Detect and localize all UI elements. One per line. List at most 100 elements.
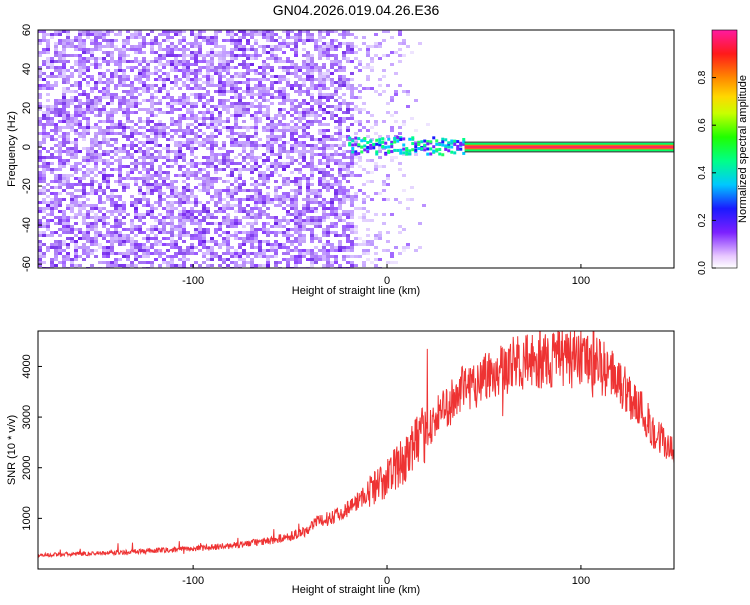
spectrogram-cell bbox=[118, 165, 122, 168]
spectrogram-cell bbox=[102, 87, 106, 90]
spectrogram-cell bbox=[166, 30, 170, 33]
spectrogram-cell bbox=[98, 195, 102, 198]
spectrogram-cell bbox=[274, 198, 278, 201]
spectrogram-cell bbox=[250, 168, 254, 171]
signal-onset-cell bbox=[363, 138, 367, 142]
spectrogram-cell bbox=[378, 42, 382, 45]
spectrogram-cell bbox=[322, 162, 326, 165]
spectrogram-cell bbox=[326, 111, 330, 114]
spectrogram-cell bbox=[142, 72, 146, 75]
spectrogram-cell bbox=[282, 195, 286, 198]
spectrogram-cell bbox=[242, 126, 246, 129]
spectrogram-cell bbox=[282, 141, 286, 144]
spectrogram-cell bbox=[266, 192, 270, 195]
spectrogram-cell bbox=[90, 105, 94, 108]
spectrogram-cell bbox=[102, 237, 106, 240]
spectrogram-cell bbox=[150, 162, 154, 165]
spectrogram-cell bbox=[110, 102, 114, 105]
spectrogram-cell bbox=[342, 33, 346, 36]
spectrogram-cell bbox=[190, 78, 194, 81]
spectrogram-cell bbox=[190, 108, 194, 111]
spectrogram-cell bbox=[142, 126, 146, 129]
spectrogram-cell bbox=[114, 210, 118, 213]
spectrogram-cell bbox=[310, 96, 314, 99]
spectrogram-cell bbox=[106, 132, 110, 135]
spectrogram-cell bbox=[266, 201, 270, 204]
spectrogram-cell bbox=[54, 168, 58, 171]
spectrogram-cell bbox=[274, 246, 278, 249]
y-tick-label: 20 bbox=[21, 102, 33, 114]
spectrogram-cell bbox=[78, 207, 82, 210]
spectrogram-cell bbox=[42, 36, 46, 39]
spectrogram-cell bbox=[262, 210, 266, 213]
spectrogram-cell bbox=[50, 180, 54, 183]
spectrogram-cell bbox=[222, 219, 226, 222]
spectrogram-cell bbox=[98, 96, 102, 99]
spectrogram-cell bbox=[306, 135, 310, 138]
spectrogram-cell bbox=[206, 126, 210, 129]
spectrogram-cell bbox=[42, 210, 46, 213]
signal-onset-cell bbox=[390, 150, 394, 154]
spectrogram-cell bbox=[326, 225, 330, 228]
spectrogram-cell bbox=[158, 252, 162, 255]
spectrogram-cell bbox=[310, 192, 314, 195]
spectrogram-cell bbox=[250, 102, 254, 105]
spectrogram-cell bbox=[398, 252, 402, 255]
spectrogram-cell bbox=[282, 162, 286, 165]
spectrogram-cell bbox=[170, 216, 174, 219]
spectrogram-cell bbox=[202, 144, 206, 147]
spectrogram-cell bbox=[238, 111, 242, 114]
spectrogram-cell bbox=[326, 69, 330, 72]
spectrogram-cell bbox=[298, 186, 302, 189]
spectrogram-cell bbox=[286, 123, 290, 126]
signal-onset-cell bbox=[351, 143, 355, 147]
spectrogram-cell bbox=[158, 132, 162, 135]
spectrogram-cell bbox=[210, 135, 214, 138]
spectrogram-cell bbox=[306, 180, 310, 183]
spectrogram-cell bbox=[266, 123, 270, 126]
spectrogram-cell bbox=[270, 39, 274, 42]
spectrogram-cell bbox=[310, 54, 314, 57]
spectrogram-cell bbox=[226, 81, 230, 84]
spectrogram-cell bbox=[166, 48, 170, 51]
spectrogram-cell bbox=[342, 225, 346, 228]
spectrogram-cell bbox=[58, 249, 62, 252]
spectrogram-cell bbox=[122, 72, 126, 75]
spectrogram-cell bbox=[110, 39, 114, 42]
spectrogram-cell bbox=[178, 147, 182, 150]
spectrogram-cell bbox=[298, 249, 302, 252]
spectrogram-cell bbox=[150, 237, 154, 240]
spectrogram-cell bbox=[294, 129, 298, 132]
spectrogram-cell bbox=[318, 225, 322, 228]
spectrogram-cell bbox=[102, 189, 106, 192]
spectrogram-cell bbox=[226, 120, 230, 123]
spectrogram-cell bbox=[210, 123, 214, 126]
spectrogram-cell bbox=[222, 93, 226, 96]
spectrogram-cell bbox=[338, 84, 342, 87]
spectrogram-cell bbox=[342, 117, 346, 120]
spectrogram-cell bbox=[110, 201, 114, 204]
spectrogram-cell bbox=[242, 51, 246, 54]
spectrogram-cell bbox=[214, 156, 218, 159]
spectrogram-cell bbox=[186, 63, 190, 66]
spectrogram-cell bbox=[290, 84, 294, 87]
spectrogram-cell bbox=[370, 219, 374, 222]
spectrogram-cell bbox=[62, 261, 66, 264]
spectrogram-cell bbox=[286, 246, 290, 249]
spectrogram-cell bbox=[186, 42, 190, 45]
signal-onset-cell bbox=[363, 144, 367, 148]
spectrogram-cell bbox=[186, 234, 190, 237]
spectrogram-cell bbox=[250, 144, 254, 147]
spectrogram-cell bbox=[82, 243, 86, 246]
spectrogram-cell bbox=[374, 252, 378, 255]
spectrogram-cell bbox=[318, 162, 322, 165]
spectrogram-cell bbox=[138, 261, 142, 264]
spectrogram-cell bbox=[282, 168, 286, 171]
spectrogram-cell bbox=[122, 111, 126, 114]
spectrogram-cell bbox=[138, 72, 142, 75]
spectrogram-cell bbox=[58, 51, 62, 54]
spectrogram-cell bbox=[178, 156, 182, 159]
spectrogram-cell bbox=[278, 201, 282, 204]
spectrogram-cell bbox=[102, 153, 106, 156]
spectrogram-cell bbox=[142, 39, 146, 42]
